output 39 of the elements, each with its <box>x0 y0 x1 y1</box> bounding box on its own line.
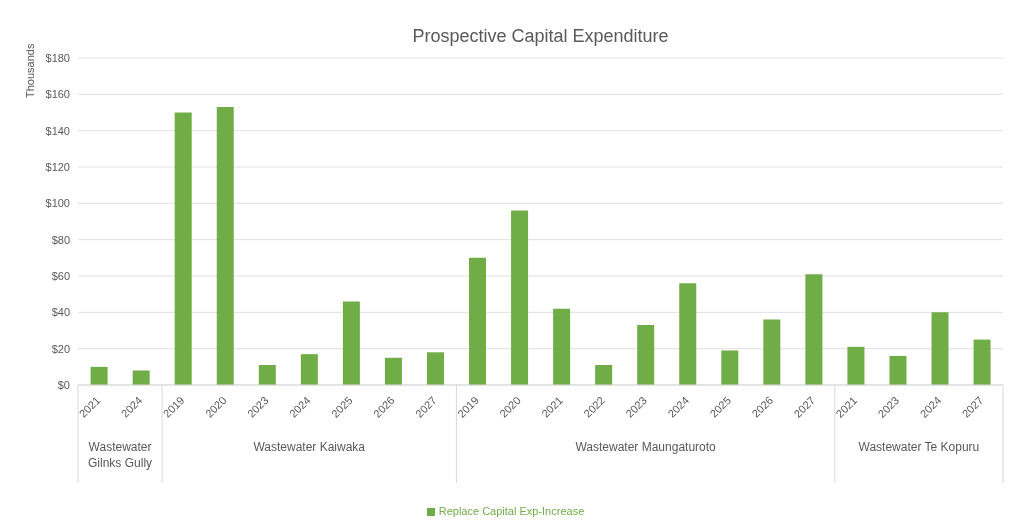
bar <box>511 210 529 385</box>
y-tick-label: $100 <box>45 197 70 210</box>
bar <box>300 354 318 385</box>
y-tick-label: $140 <box>45 124 70 137</box>
bar <box>763 319 781 385</box>
bar <box>595 365 613 385</box>
bar <box>384 357 402 385</box>
y-tick-label: $160 <box>45 88 70 101</box>
bar <box>805 274 823 385</box>
bar <box>174 112 192 385</box>
chart-title: Prospective Capital Expenditure <box>411 26 670 47</box>
text: Wastewater Gilnks Gully <box>88 440 153 470</box>
legend-label: Replace Capital Exp-Increase <box>438 505 585 517</box>
bar <box>469 257 487 385</box>
y-tick-label: $80 <box>51 233 70 246</box>
y-axis-title: Thousands <box>23 43 36 98</box>
bar <box>553 308 571 385</box>
text: Wastewater Maungaturoto <box>575 440 717 454</box>
y-tick-label: $40 <box>51 306 70 319</box>
y-tick-label: $20 <box>51 342 70 355</box>
bar <box>931 312 949 385</box>
bar <box>216 107 234 385</box>
bar <box>90 366 108 385</box>
y-tick-label: $120 <box>45 160 70 173</box>
bar <box>426 352 444 385</box>
y-tick-label: $0 <box>57 378 70 391</box>
y-tick-label: $180 <box>45 51 70 64</box>
text: Wastewater Te Kopuru <box>858 440 980 454</box>
text: Wastewater Kaiwaka <box>253 440 366 454</box>
bar <box>721 350 739 385</box>
y-tick-label: $60 <box>51 269 70 282</box>
bar <box>847 346 865 385</box>
bar <box>342 301 360 385</box>
bar <box>258 365 276 385</box>
bar <box>973 339 991 385</box>
bar <box>637 325 655 385</box>
bar <box>889 355 907 385</box>
bar <box>679 283 697 385</box>
bar <box>132 370 150 385</box>
